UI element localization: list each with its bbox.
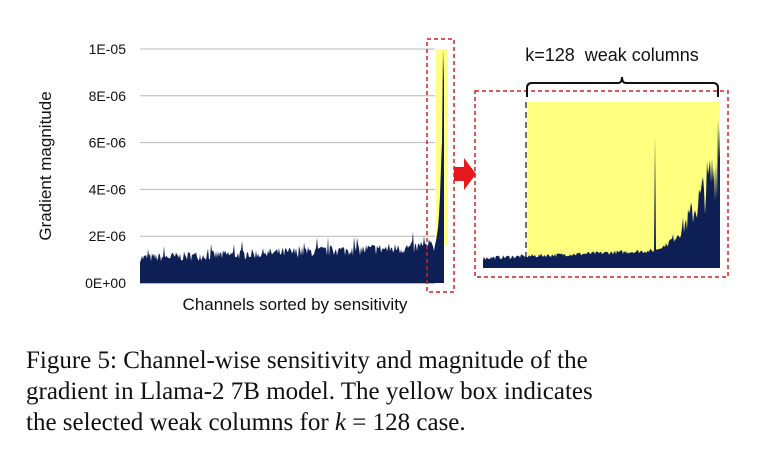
figure-panel: 0E+00 2E-06 4E-06 6E-06 8E-06 1E-05 Channels … [36,38,729,314]
left-chart: 0E+00 2E-06 4E-06 6E-06 8E-06 1E-05 Channels … [36,38,455,314]
zoom-arrow-icon [454,158,476,190]
right-gradient-bars [483,118,720,268]
weak-columns-label: k=128 weak columns [525,45,699,65]
figure-caption: Figure 5: Channel-wise sensitivity and m… [26,345,738,438]
left-y-axis-label: Gradient magnitude [36,91,55,240]
caption-k-equals: = 128 [346,409,411,436]
left-y-tick-labels: 0E+00 2E-06 4E-06 6E-06 8E-06 1E-05 [85,41,126,291]
caption-k-symbol: k [334,409,347,436]
caption-line-2: gradient in Llama-2 7B model. The yellow… [26,378,593,405]
gradient-bar-series [140,49,444,283]
y-tick-label: 4E-06 [89,181,127,197]
caption-line-1: Figure 5: Channel-wise sensitivity and m… [26,347,588,374]
caption-line-3-pre: the selected weak columns for [26,409,335,436]
y-tick-label: 1E-05 [89,41,127,57]
weak-columns-brace [526,76,719,97]
left-x-axis-label: Channels sorted by sensitivity [183,295,408,314]
right-zoom-dashed-box [474,90,729,278]
y-tick-label: 6E-06 [89,135,127,151]
y-tick-label: 2E-06 [89,228,127,244]
right-zoomed-chart: k=128 weak columns [474,45,729,278]
left-gridlines [140,48,435,284]
y-tick-label: 8E-06 [89,88,127,104]
left-gradient-bars [140,49,444,283]
gradient-bar-series-zoomed [483,118,720,268]
y-tick-label: 0E+00 [85,275,126,291]
caption-line-3-post: case. [410,409,466,436]
